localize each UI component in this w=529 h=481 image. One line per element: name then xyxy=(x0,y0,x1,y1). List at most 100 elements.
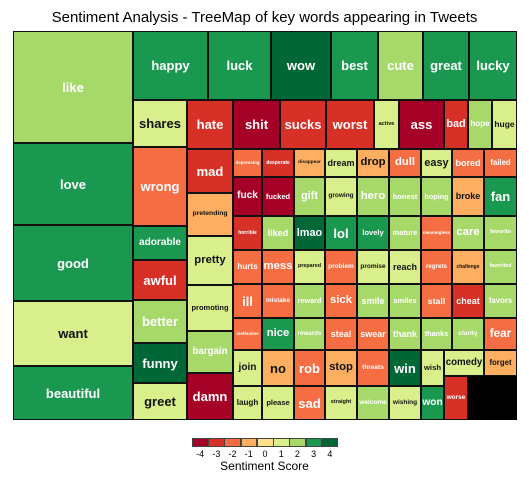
treemap-cell-label: smiles xyxy=(393,296,417,306)
treemap-cell: problem xyxy=(325,250,357,284)
treemap-cell: luck xyxy=(208,31,271,100)
treemap-cell: stop xyxy=(325,350,357,386)
treemap-cell-label: beautiful xyxy=(45,385,101,401)
treemap-cell-label: greet xyxy=(144,394,176,409)
treemap-cell: rewards xyxy=(294,318,325,350)
treemap-cell-label: thanks xyxy=(424,329,449,339)
treemap-cell: comedy xyxy=(444,350,484,376)
treemap-cell-label: desperate xyxy=(266,159,290,166)
treemap-cell: hate xyxy=(187,100,233,149)
treemap-cell-label: welcome xyxy=(359,398,387,406)
legend-tick-label: 1 xyxy=(278,449,284,459)
treemap-cell: smiles xyxy=(389,284,421,318)
color-legend xyxy=(192,438,339,447)
treemap-cell: huge xyxy=(492,100,517,149)
treemap-cell: growing xyxy=(325,177,357,216)
legend-swatch xyxy=(305,438,323,447)
treemap-cell-label: sad xyxy=(298,395,321,411)
treemap-cell: fan xyxy=(484,177,517,216)
treemap-cell-label: lol xyxy=(333,225,349,241)
treemap-cell-label: wrong xyxy=(140,179,180,194)
treemap-cell: clarity xyxy=(452,318,484,350)
treemap-cell: reach xyxy=(389,250,421,284)
treemap-cell: easy xyxy=(421,149,452,177)
treemap-cell: bored xyxy=(452,149,484,177)
treemap-cell: funny xyxy=(133,343,187,383)
treemap-cell-label: dull xyxy=(394,156,416,169)
treemap-cell: ill xyxy=(233,284,262,318)
treemap-cell: wrong xyxy=(133,147,187,226)
treemap-cell: love xyxy=(13,143,133,225)
treemap-cell-label: mistake xyxy=(265,296,291,304)
treemap-cell: dream xyxy=(325,149,357,177)
treemap-cell: awful xyxy=(133,260,187,300)
treemap-cell: liked xyxy=(262,216,294,250)
treemap-cell: failed xyxy=(484,149,517,177)
treemap-cell: smile xyxy=(357,284,389,318)
treemap-cell-label: sick xyxy=(330,294,352,307)
treemap-cell: good xyxy=(13,225,133,301)
treemap-cell: rob xyxy=(294,350,325,386)
treemap-cell: threats xyxy=(357,350,389,386)
treemap-cell-label: sucks xyxy=(284,117,322,132)
treemap-cell: damn xyxy=(187,373,233,420)
treemap-cell-label: lucky xyxy=(476,58,510,73)
treemap-cell: hero xyxy=(357,177,389,216)
treemap-cell-label: honest xyxy=(392,191,418,201)
treemap-cell: swear xyxy=(357,318,389,350)
treemap-cell: gift xyxy=(294,177,325,216)
treemap-cell: lol xyxy=(325,216,357,250)
treemap-cell: worst xyxy=(326,100,374,149)
treemap-cell-label: shares xyxy=(139,116,181,131)
treemap-cell-label: gift xyxy=(301,190,318,203)
treemap-cell: wishing xyxy=(389,386,421,420)
treemap-cell: nice xyxy=(262,318,294,350)
treemap-cell-label: laugh xyxy=(236,397,259,407)
legend-swatch xyxy=(192,438,209,447)
treemap-cell-label: want xyxy=(58,326,88,341)
treemap-cell-label: ass xyxy=(410,117,433,132)
treemap-cell: sick xyxy=(325,284,357,318)
treemap-cell-label: horrible xyxy=(238,229,257,236)
treemap-cell: mistake xyxy=(262,284,294,318)
treemap-cell-label: favorited xyxy=(489,263,512,270)
treemap-cell-label: promoting xyxy=(191,303,229,313)
treemap-cell: best xyxy=(331,31,378,100)
treemap-cell-label: love xyxy=(59,176,86,192)
treemap-cell-label: reward xyxy=(297,296,322,306)
treemap-cell: favors xyxy=(484,284,517,318)
treemap-cell-label: fear xyxy=(489,327,512,341)
treemap-cell-label: pretending xyxy=(192,210,228,218)
treemap-cell-label: no xyxy=(270,360,286,376)
treemap-cell: bargain xyxy=(187,331,233,373)
legend-tick-label: -2 xyxy=(228,449,237,459)
legend-title: Sentiment Score xyxy=(220,459,309,473)
treemap-cell-label: smile xyxy=(361,295,385,306)
treemap-cell: greet xyxy=(133,383,187,420)
treemap-cell-label: cheat xyxy=(456,295,480,306)
treemap-cell-label: ill xyxy=(242,293,253,309)
treemap-cell-label: rewards xyxy=(297,329,322,337)
treemap-cell-label: cute xyxy=(387,58,414,73)
treemap-cell: fucked xyxy=(262,177,294,216)
treemap-cell: favorited xyxy=(484,250,517,284)
treemap-cell-label: luck xyxy=(226,58,253,73)
treemap-cell: hope xyxy=(468,100,492,149)
treemap-cell-label: stop xyxy=(329,361,353,374)
treemap-cell-label: hope xyxy=(470,119,490,129)
treemap-cell-label: won xyxy=(422,396,443,408)
legend-tick-label: -1 xyxy=(244,449,253,459)
treemap-cell: pretty xyxy=(187,236,233,285)
treemap-cell-label: like xyxy=(62,79,84,95)
treemap-cell-label: care xyxy=(456,226,480,239)
treemap-cell-label: prepared xyxy=(297,263,322,270)
treemap-cell: hurts xyxy=(233,250,262,284)
legend-tick-label: 2 xyxy=(294,449,300,459)
treemap-cell: cute xyxy=(378,31,423,100)
legend-swatch xyxy=(240,438,258,447)
treemap-cell-label: shit xyxy=(244,117,269,132)
legend-swatch xyxy=(256,438,274,447)
legend-swatch xyxy=(208,438,225,447)
treemap-cell-label: fan xyxy=(490,189,511,204)
treemap-cell-label: mad xyxy=(196,163,224,179)
